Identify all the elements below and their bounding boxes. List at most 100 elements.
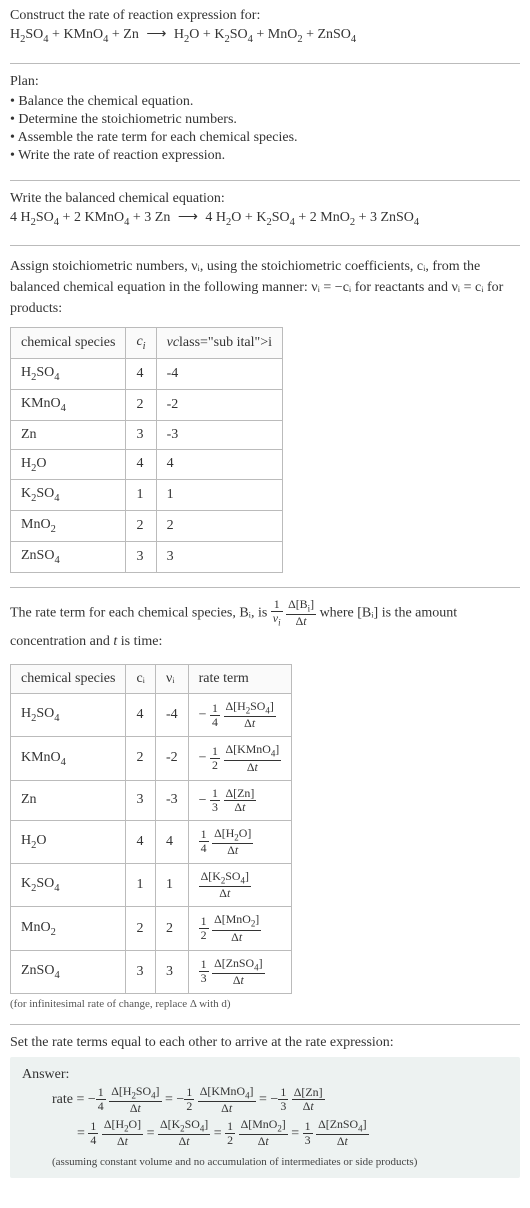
rate-body: H2SO44-4− 14 Δ[H2SO4]ΔtKMnO42-2− 12 Δ[KM… bbox=[11, 694, 292, 994]
rate-col-header: cᵢ bbox=[126, 665, 156, 694]
stoich-header-row: chemical speciesciνclass="sub ital">i bbox=[11, 328, 283, 359]
rate-term-prefix: The rate term for each chemical species,… bbox=[10, 605, 271, 620]
cell-species: H2SO4 bbox=[11, 358, 126, 389]
rate-col-header: νᵢ bbox=[155, 665, 188, 694]
cell-rate-term: 12 Δ[MnO2]Δt bbox=[188, 907, 292, 950]
cell-species: KMnO4 bbox=[11, 737, 126, 780]
rate-header-row: chemical speciescᵢνᵢrate term bbox=[11, 665, 292, 694]
plan-item: Write the rate of reaction expression. bbox=[10, 148, 520, 164]
table-row: H2SO44-4− 14 Δ[H2SO4]Δt bbox=[11, 694, 292, 737]
one-over-nu: 1νi bbox=[271, 598, 283, 628]
cell-rate-term: Δ[K2SO4]Δt bbox=[188, 864, 292, 907]
cell-vi: -3 bbox=[156, 420, 282, 449]
answer-rate-line1: rate = −14 Δ[H2SO4]Δt = −12 Δ[KMnO4]Δt =… bbox=[22, 1083, 508, 1117]
rate-col-header: chemical species bbox=[11, 665, 126, 694]
table-row: MnO222 bbox=[11, 511, 283, 542]
cell-vi: -2 bbox=[156, 389, 282, 420]
cell-species: Zn bbox=[11, 780, 126, 820]
cell-vi: 2 bbox=[156, 511, 282, 542]
stoich-table: chemical speciesciνclass="sub ital">i H2… bbox=[10, 327, 283, 573]
cell-rate-term: 13 Δ[ZnSO4]Δt bbox=[188, 950, 292, 993]
stoich-text: Assign stoichiometric numbers, νᵢ, using… bbox=[10, 256, 520, 319]
rate-col-header: rate term bbox=[188, 665, 292, 694]
page-container: Construct the rate of reaction expressio… bbox=[0, 0, 530, 1200]
cell-ci: 3 bbox=[126, 780, 156, 820]
balanced-title: Write the balanced chemical equation: bbox=[10, 191, 520, 207]
stoich-body: H2SO44-4KMnO42-2Zn3-3H2O44K2SO411MnO222Z… bbox=[11, 358, 283, 572]
cell-vi: 3 bbox=[156, 541, 282, 572]
stoich-section: Assign stoichiometric numbers, νᵢ, using… bbox=[10, 245, 520, 587]
plan-item: Balance the chemical equation. bbox=[10, 94, 520, 110]
balanced-section: Write the balanced chemical equation: 4 … bbox=[10, 180, 520, 246]
cell-vi: 3 bbox=[155, 950, 188, 993]
cell-vi: 4 bbox=[156, 449, 282, 480]
answer-label: Answer: bbox=[22, 1067, 508, 1083]
cell-species: Zn bbox=[11, 420, 126, 449]
delta-bi-over-dt: Δ[Bi]Δt bbox=[286, 598, 316, 628]
construct-line: Construct the rate of reaction expressio… bbox=[10, 8, 520, 24]
table-row: K2SO411 bbox=[11, 480, 283, 511]
plan-item: Assemble the rate term for each chemical… bbox=[10, 130, 520, 146]
plan-list: Balance the chemical equation. Determine … bbox=[10, 94, 520, 164]
arrow-icon: ⟶ bbox=[174, 210, 202, 225]
cell-species: H2O bbox=[11, 820, 126, 863]
cell-vi: 1 bbox=[155, 864, 188, 907]
cell-rate-term: − 12 Δ[KMnO4]Δt bbox=[188, 737, 292, 780]
table-row: H2O44 bbox=[11, 449, 283, 480]
rate-term-section: The rate term for each chemical species,… bbox=[10, 587, 520, 1024]
table-row: ZnSO43313 Δ[ZnSO4]Δt bbox=[11, 950, 292, 993]
cell-vi: 2 bbox=[155, 907, 188, 950]
cell-ci: 2 bbox=[126, 907, 156, 950]
cell-ci: 4 bbox=[126, 694, 156, 737]
rate-table: chemical speciescᵢνᵢrate term H2SO44-4− … bbox=[10, 664, 292, 994]
plan-title: Plan: bbox=[10, 74, 520, 90]
rate-term-text: The rate term for each chemical species,… bbox=[10, 598, 520, 656]
cell-vi: -3 bbox=[155, 780, 188, 820]
stoich-col-header: νclass="sub ital">i bbox=[156, 328, 282, 359]
balanced-equation: 4 H2SO4 + 2 KMnO4 + 3 Zn ⟶ 4 H2O + K2SO4… bbox=[10, 207, 520, 232]
answer-box: Answer: rate = −14 Δ[H2SO4]Δt = −12 Δ[KM… bbox=[10, 1057, 520, 1178]
cell-vi: 4 bbox=[155, 820, 188, 863]
table-row: ZnSO433 bbox=[11, 541, 283, 572]
cell-species: H2SO4 bbox=[11, 694, 126, 737]
cell-rate-term: − 13 Δ[Zn]Δt bbox=[188, 780, 292, 820]
cell-species: ZnSO4 bbox=[11, 541, 126, 572]
cell-species: ZnSO4 bbox=[11, 950, 126, 993]
set-equal-text: Set the rate terms equal to each other t… bbox=[10, 1035, 520, 1051]
rate-table-note: (for infinitesimal rate of change, repla… bbox=[10, 998, 520, 1010]
table-row: H2SO44-4 bbox=[11, 358, 283, 389]
balanced-reactants: 4 H2SO4 + 2 KMnO4 + 3 Zn bbox=[10, 210, 170, 225]
answer-note: (assuming constant volume and no accumul… bbox=[22, 1156, 508, 1168]
cell-species: MnO2 bbox=[11, 511, 126, 542]
cell-vi: 1 bbox=[156, 480, 282, 511]
cell-ci: 2 bbox=[126, 737, 156, 780]
cell-rate-term: − 14 Δ[H2SO4]Δt bbox=[188, 694, 292, 737]
table-row: KMnO42-2 bbox=[11, 389, 283, 420]
cell-ci: 3 bbox=[126, 541, 156, 572]
answer-rate-line2: = 14 Δ[H2O]Δt = Δ[K2SO4]Δt = 12 Δ[MnO2]Δ… bbox=[22, 1117, 508, 1151]
unbalanced-reactants: H2SO4 + KMnO4 + Zn bbox=[10, 27, 139, 42]
table-row: Zn3-3− 13 Δ[Zn]Δt bbox=[11, 780, 292, 820]
cell-vi: -4 bbox=[156, 358, 282, 389]
cell-ci: 4 bbox=[126, 449, 156, 480]
cell-species: K2SO4 bbox=[11, 480, 126, 511]
plan-section: Plan: Balance the chemical equation. Dete… bbox=[10, 63, 520, 180]
unbalanced-equation: H2SO4 + KMnO4 + Zn ⟶ H2O + K2SO4 + MnO2 … bbox=[10, 24, 520, 49]
stoich-col-header: ci bbox=[126, 328, 156, 359]
table-row: Zn3-3 bbox=[11, 420, 283, 449]
cell-ci: 3 bbox=[126, 950, 156, 993]
plan-item: Determine the stoichiometric numbers. bbox=[10, 112, 520, 128]
balanced-products: 4 H2O + K2SO4 + 2 MnO2 + 3 ZnSO4 bbox=[205, 210, 419, 225]
stoich-col-header: chemical species bbox=[11, 328, 126, 359]
cell-ci: 1 bbox=[126, 864, 156, 907]
cell-species: H2O bbox=[11, 449, 126, 480]
arrow-icon: ⟶ bbox=[142, 27, 170, 42]
cell-vi: -2 bbox=[155, 737, 188, 780]
table-row: K2SO411Δ[K2SO4]Δt bbox=[11, 864, 292, 907]
cell-species: K2SO4 bbox=[11, 864, 126, 907]
cell-rate-term: 14 Δ[H2O]Δt bbox=[188, 820, 292, 863]
cell-ci: 4 bbox=[126, 820, 156, 863]
cell-species: MnO2 bbox=[11, 907, 126, 950]
table-row: H2O4414 Δ[H2O]Δt bbox=[11, 820, 292, 863]
set-equal-section: Set the rate terms equal to each other t… bbox=[10, 1024, 520, 1192]
